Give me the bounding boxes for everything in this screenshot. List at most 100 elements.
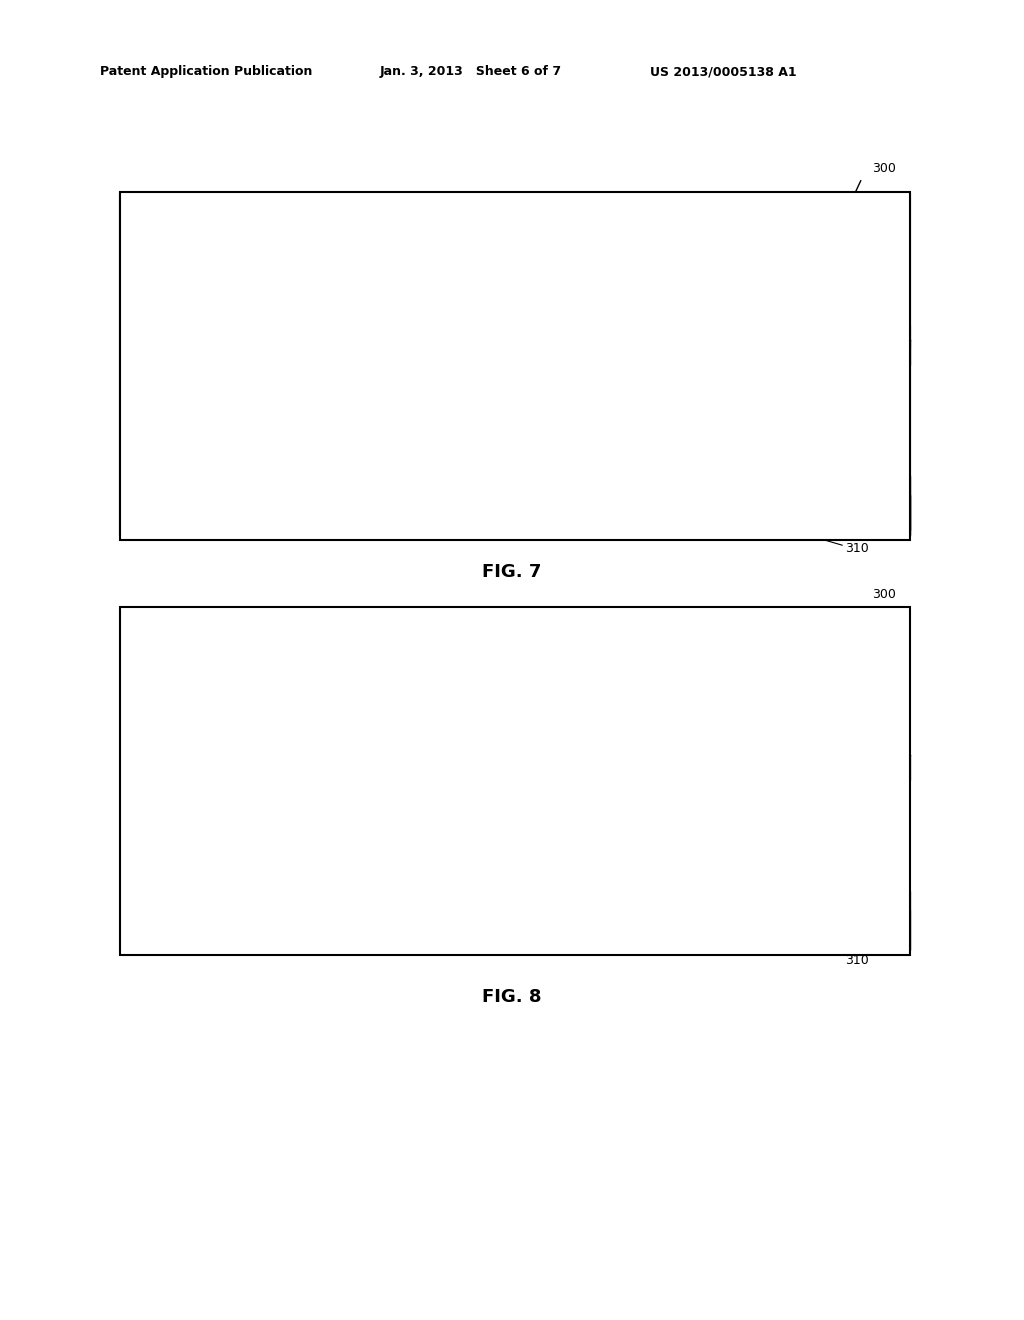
Bar — [541, 775, 550, 891]
Bar — [550, 775, 610, 797]
Bar — [770, 366, 811, 475]
Text: 324: 324 — [376, 814, 398, 828]
Bar — [291, 360, 300, 477]
Text: 314: 314 — [176, 467, 199, 480]
Bar — [120, 909, 910, 950]
Bar — [308, 345, 362, 367]
Bar — [300, 797, 360, 891]
Bar — [453, 341, 457, 395]
Text: 336: 336 — [351, 874, 373, 887]
Text: 320: 320 — [384, 904, 407, 917]
Bar — [763, 345, 818, 475]
Bar — [610, 775, 618, 891]
Text: 300: 300 — [872, 589, 896, 602]
Text: 314: 314 — [743, 883, 766, 895]
Bar — [132, 795, 164, 891]
Bar — [801, 360, 839, 380]
Text: 410: 410 — [121, 628, 145, 642]
Bar — [120, 607, 910, 954]
Bar — [360, 775, 369, 891]
Bar — [122, 194, 908, 339]
Text: 334: 334 — [318, 869, 342, 882]
Polygon shape — [303, 329, 367, 345]
Text: 316: 316 — [358, 870, 381, 883]
Text: FIG. 8: FIG. 8 — [482, 987, 542, 1006]
Text: 316: 316 — [208, 418, 231, 432]
Text: 336: 336 — [413, 463, 435, 477]
Bar — [391, 758, 419, 808]
Text: 312: 312 — [437, 479, 459, 491]
Bar — [300, 775, 360, 797]
Bar — [383, 873, 425, 891]
Text: 316: 316 — [676, 869, 699, 882]
Bar — [658, 381, 718, 477]
Text: 820: 820 — [449, 612, 472, 626]
Bar — [132, 775, 164, 795]
Bar — [649, 360, 658, 477]
Text: 320: 320 — [439, 494, 461, 507]
Text: 318: 318 — [616, 292, 640, 305]
Bar — [138, 345, 172, 366]
Text: 316: 316 — [676, 418, 699, 432]
Bar — [801, 380, 839, 477]
Bar — [298, 752, 612, 853]
Bar — [190, 797, 250, 891]
Bar — [308, 367, 362, 475]
Bar — [393, 808, 407, 828]
Bar — [120, 475, 910, 495]
Bar — [362, 345, 370, 475]
Text: 316: 316 — [208, 869, 231, 882]
Bar — [122, 194, 908, 539]
Bar — [538, 345, 592, 367]
Bar — [190, 775, 250, 797]
Text: 324: 324 — [492, 218, 515, 231]
Text: Jan. 3, 2013   Sheet 6 of 7: Jan. 3, 2013 Sheet 6 of 7 — [380, 66, 562, 78]
Text: 300: 300 — [872, 161, 896, 174]
Bar — [250, 775, 259, 891]
Polygon shape — [196, 325, 264, 345]
Bar — [125, 775, 171, 891]
Bar — [120, 495, 910, 535]
Bar — [658, 775, 718, 797]
Polygon shape — [541, 775, 618, 779]
Bar — [649, 775, 658, 891]
Bar — [131, 345, 179, 475]
Text: 318: 318 — [616, 756, 640, 770]
Bar — [801, 775, 839, 795]
Bar — [538, 367, 592, 475]
Text: 710: 710 — [431, 201, 455, 214]
Text: 316: 316 — [264, 455, 286, 469]
Bar — [300, 345, 308, 475]
Polygon shape — [301, 325, 369, 345]
Polygon shape — [291, 775, 369, 779]
Polygon shape — [181, 360, 259, 364]
Polygon shape — [761, 325, 819, 345]
Bar — [120, 891, 910, 909]
Text: 334: 334 — [318, 418, 342, 432]
Polygon shape — [125, 775, 171, 779]
Text: 316: 316 — [513, 870, 536, 883]
Bar — [360, 360, 369, 477]
Text: 314: 314 — [743, 467, 766, 480]
Polygon shape — [794, 360, 846, 364]
Bar — [250, 360, 259, 477]
Text: 316: 316 — [629, 870, 651, 883]
Bar — [300, 360, 360, 381]
Text: 510: 510 — [358, 619, 382, 631]
Polygon shape — [181, 775, 259, 779]
Bar — [643, 345, 697, 367]
Text: 318: 318 — [255, 756, 279, 770]
Polygon shape — [531, 325, 599, 345]
Polygon shape — [649, 775, 727, 779]
Bar — [125, 360, 171, 477]
Bar — [181, 360, 190, 477]
Polygon shape — [198, 329, 262, 345]
Bar — [120, 341, 910, 366]
Bar — [415, 339, 495, 347]
Bar — [801, 795, 839, 891]
Text: 324: 324 — [429, 801, 452, 814]
Text: 310: 310 — [845, 953, 868, 966]
Bar — [550, 797, 610, 891]
Bar — [120, 325, 910, 348]
Bar — [181, 775, 190, 891]
